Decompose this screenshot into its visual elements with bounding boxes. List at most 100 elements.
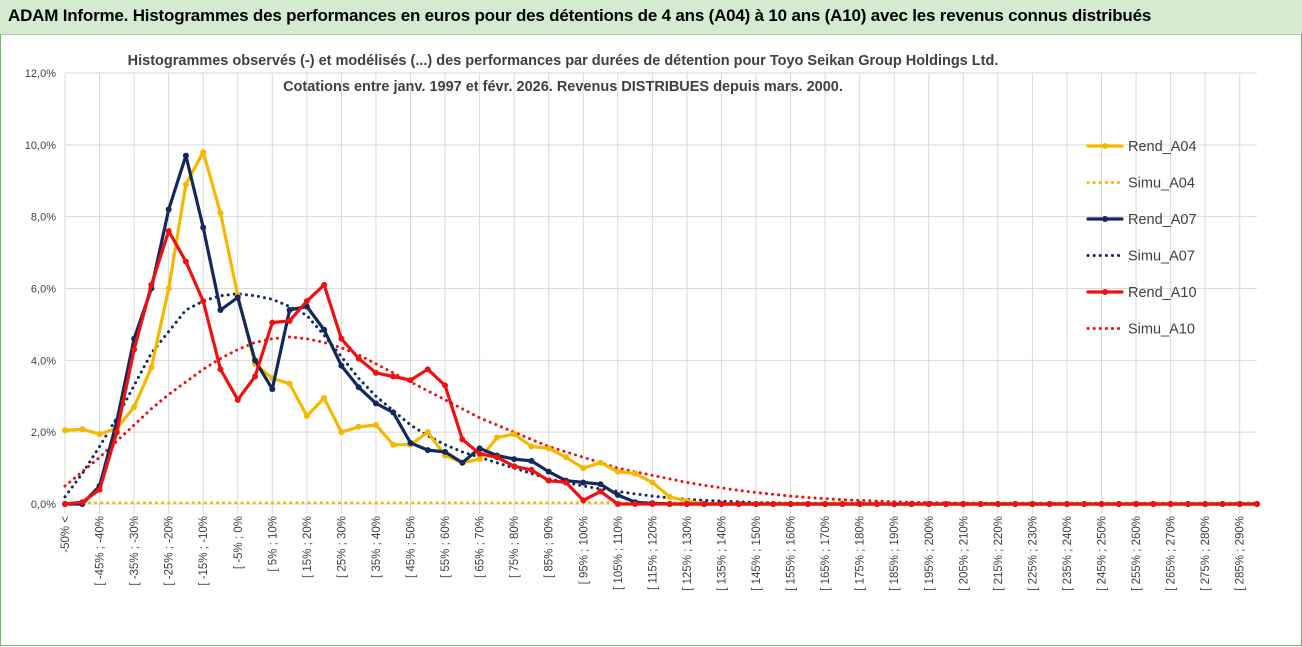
rend-a10-point <box>165 228 172 235</box>
rend-a04-point <box>286 380 293 387</box>
rend-a10-point <box>770 501 777 507</box>
x-tick-label: [ 85% ; 90% <box>544 516 556 578</box>
rend-a10-point <box>442 382 449 389</box>
rend-a10-point <box>321 281 328 288</box>
rend-a10-point <box>960 501 967 507</box>
x-tick-label: [ 5% ; 10% <box>267 516 279 572</box>
x-tick-label: [ 175% ; 180% <box>855 516 867 591</box>
legend-label-simu-a07: Simu_A07 <box>1128 249 1195 265</box>
legend-label-simu-a10: Simu_A10 <box>1128 322 1195 338</box>
rend-a10-point <box>614 501 621 507</box>
rend-a10-point <box>804 501 811 507</box>
legend-marker-rend-a04 <box>1102 143 1108 149</box>
rend-a04-point <box>303 413 310 420</box>
x-tick-label: [ 245% ; 250% <box>1097 516 1109 591</box>
rend-a07-point <box>165 206 172 213</box>
rend-a10-point <box>787 501 794 507</box>
rend-a04-point <box>649 479 656 486</box>
x-tick-label: [ 195% ; 200% <box>924 516 936 591</box>
rend-a07-point <box>234 294 241 301</box>
rend-a04-point <box>338 429 345 436</box>
legend-label-rend-a10: Rend_A10 <box>1128 285 1197 301</box>
rend-a10-point <box>217 366 224 373</box>
x-tick-label: [ 255% ; 260% <box>1131 516 1143 591</box>
rend-a07-point <box>580 479 587 486</box>
rend-a07-point <box>390 409 397 416</box>
rend-a10-point <box>528 466 535 473</box>
x-tick-label: [ -35% ; -30% <box>129 516 141 586</box>
rend-a10-point <box>269 319 276 326</box>
rend-a04-point <box>321 395 328 402</box>
rend-a04-point <box>528 443 535 450</box>
rend-a04-point <box>666 493 673 500</box>
chart-title-line2: Cotations entre janv. 1997 et févr. 2026… <box>283 79 843 95</box>
rend-a10-point <box>234 396 241 403</box>
rend-a10-point <box>1254 501 1260 507</box>
rend-a04-point <box>79 426 86 433</box>
x-tick-label: [ 35% ; 40% <box>371 516 383 578</box>
x-tick-label: [ -5% ; 0% <box>233 516 245 569</box>
rend-a10-point <box>666 501 673 507</box>
legend-marker-rend-a10 <box>1102 289 1108 295</box>
rend-a07-point <box>459 459 466 466</box>
rend-a10-point <box>1098 501 1105 507</box>
rend-a10-point <box>977 501 984 507</box>
x-tick-label: [ -45% ; -40% <box>95 516 107 586</box>
rend-a04-point <box>493 434 500 441</box>
rend-a10-point <box>113 429 120 436</box>
rend-a10-point <box>1150 501 1157 507</box>
legend-label-rend-a07: Rend_A07 <box>1128 212 1197 228</box>
x-tick-label: [ 285% ; 290% <box>1235 516 1247 591</box>
rend-a10-point <box>252 373 259 380</box>
rend-a07-point <box>321 326 328 333</box>
gridlines <box>64 72 1257 514</box>
x-tick-label: [ 55% ; 60% <box>440 516 452 578</box>
x-tick-label: [ -15% ; -10% <box>198 516 210 586</box>
x-tick-label: [ 205% ; 210% <box>958 516 970 591</box>
rend-a10-point <box>753 501 760 507</box>
x-tick-label: [ 275% ; 280% <box>1200 516 1212 591</box>
rend-a04-point <box>614 468 621 475</box>
series-lines <box>62 149 1260 507</box>
rend-a04-point <box>148 364 155 371</box>
rend-a10-point <box>943 501 950 507</box>
rend-a07-point <box>476 445 483 452</box>
rend-a04-point <box>131 404 138 411</box>
legend: Rend_A04 Simu_A04 Rend_A07 Simu_A07 Rend_A10… <box>1086 139 1197 338</box>
legend-label-rend-a04: Rend_A04 <box>1128 139 1197 155</box>
rend-a04-point <box>200 149 207 156</box>
y-tick-label: 12,0% <box>25 68 56 80</box>
x-tick-label: [ 125% ; 130% <box>682 516 694 591</box>
x-tick-label: [ 155% ; 160% <box>786 516 798 591</box>
rend-a07-point <box>528 457 535 464</box>
rend-a10-point <box>735 501 742 507</box>
rend-a10-point <box>200 298 207 305</box>
rend-a04-point <box>217 210 224 217</box>
rend-a04-point <box>424 429 431 436</box>
rend-a10-point <box>1133 501 1140 507</box>
rend-a10-point <box>597 488 604 495</box>
rend-a07-point <box>200 224 207 231</box>
rend-a10-point <box>1115 501 1122 507</box>
report-title: ADAM Informe. Histogrammes des performan… <box>8 6 1152 25</box>
x-tick-label: [ 75% ; 80% <box>509 516 521 578</box>
rend-a04-point <box>476 456 483 463</box>
x-tick-label: [ 95% ; 100% <box>578 516 590 584</box>
rend-a07-point <box>372 400 379 407</box>
x-axis: -50% < [ -45% ; -40% [ -35% ; -30% [ -25% ;… <box>60 516 1247 591</box>
x-tick-label: [ 105% ; 110% <box>613 516 625 590</box>
rend-a10-point <box>131 346 138 353</box>
rend-a04-point <box>165 285 172 292</box>
rend-a07-point <box>269 386 276 393</box>
rend-a10-point <box>701 501 708 507</box>
rend-a10-point <box>925 501 932 507</box>
rend-a10-point <box>545 477 552 484</box>
rend-a04-point <box>372 421 379 428</box>
rend-a10-point <box>303 298 310 305</box>
x-tick-label: [ 135% ; 140% <box>716 516 728 591</box>
rend-a10-point <box>372 369 379 376</box>
rend-a04-point <box>182 181 189 188</box>
rend-a04-point <box>96 430 103 437</box>
